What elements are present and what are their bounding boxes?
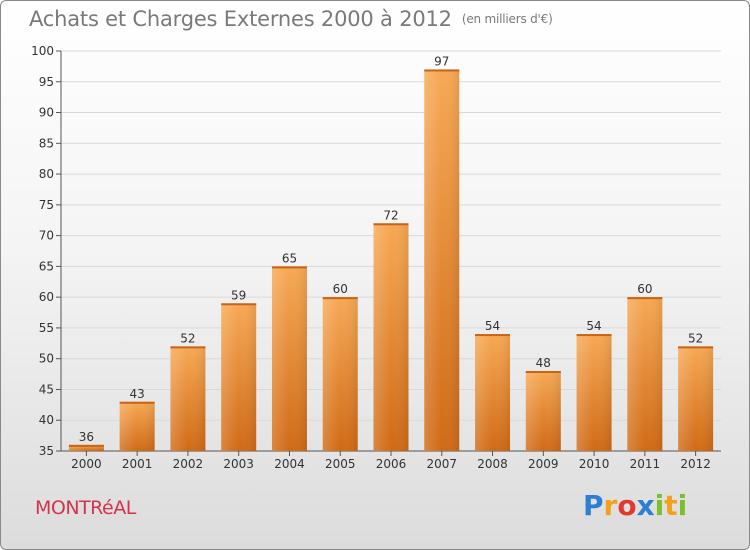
x-tick-label: 2002 (173, 457, 204, 471)
y-tick-label: 50 (39, 352, 54, 366)
y-tick-label: 95 (39, 75, 54, 89)
bar-cap (576, 334, 612, 337)
value-label: 52 (180, 331, 195, 345)
logo-letter: i (654, 489, 665, 522)
logo-letter: i (677, 489, 688, 522)
bar-cap (373, 223, 409, 226)
y-tick-label: 100 (31, 44, 54, 58)
bar-cap (68, 444, 104, 447)
bar-cap (678, 346, 714, 349)
logo-letter: x (636, 489, 655, 522)
bar-cap (271, 266, 307, 269)
logo-letter: t (664, 489, 678, 522)
value-label: 54 (485, 319, 500, 333)
bar-cap (475, 334, 511, 337)
value-label: 65 (282, 251, 297, 265)
bar-shine (576, 334, 612, 451)
value-label: 97 (434, 54, 449, 68)
x-tick-label: 2006 (376, 457, 407, 471)
y-tick-label: 85 (39, 136, 54, 150)
bar-shine (170, 346, 206, 451)
bar-shine (627, 297, 663, 451)
value-label: 43 (130, 387, 145, 401)
bar-layer (68, 69, 714, 451)
x-tick-label: 2012 (680, 457, 711, 471)
x-tick-label: 2009 (528, 457, 559, 471)
value-label: 54 (586, 319, 601, 333)
bar-cap (525, 371, 561, 373)
y-tick-label: 40 (39, 413, 54, 427)
y-tick-label: 45 (39, 382, 54, 396)
y-tick-label: 60 (39, 290, 54, 304)
title-unit: (en milliers d'€) (461, 12, 553, 26)
value-label: 72 (383, 208, 398, 222)
bar-shine (322, 297, 358, 451)
bar-shine (221, 303, 257, 451)
y-tick-label: 65 (39, 259, 54, 273)
value-label: 48 (536, 356, 551, 370)
bar-shine (119, 401, 155, 451)
bar-cap (170, 346, 206, 349)
bar-cap (424, 69, 460, 72)
x-tick-label: 2011 (630, 457, 661, 471)
bar-shine (678, 346, 714, 451)
logo-letter: r (603, 489, 618, 522)
y-tick-label: 75 (39, 198, 54, 212)
bar-shine (424, 69, 460, 451)
x-tick-label: 2004 (274, 457, 305, 471)
logo-letter: o (617, 489, 637, 522)
city-name: MONTRéAL (35, 497, 136, 519)
label-layer: 2000 36 2001 43 2002 52 2003 59 2004 65 2005 60 2006… (71, 54, 711, 471)
value-label: 60 (333, 282, 348, 296)
y-tick-label: 90 (39, 106, 54, 120)
x-tick-label: 2010 (579, 457, 610, 471)
x-tick-label: 2001 (122, 457, 153, 471)
bar-cap (627, 297, 663, 300)
y-tick-label: 70 (39, 229, 54, 243)
y-tick-label: 35 (39, 444, 54, 458)
x-tick-label: 2003 (223, 457, 254, 471)
value-label: 36 (79, 430, 94, 444)
bar-cap (119, 401, 155, 404)
x-tick-label: 2008 (477, 457, 508, 471)
chart-title: Achats et Charges Externes 2000 à 2012 (e… (29, 7, 553, 31)
proxiti-logo: Proxiti (583, 489, 687, 522)
bar-shine (271, 266, 307, 451)
value-label: 59 (231, 288, 246, 302)
value-label: 60 (637, 282, 652, 296)
x-tick-label: 2005 (325, 457, 356, 471)
value-label: 52 (688, 331, 703, 345)
bar-shine (373, 223, 409, 451)
bar-shine (68, 444, 104, 451)
y-tick-label: 80 (39, 167, 54, 181)
y-tick-label: 55 (39, 321, 54, 335)
title-text: Achats et Charges Externes 2000 à 2012 (29, 7, 452, 31)
bar-shine (475, 334, 511, 451)
bar-shine (525, 371, 561, 451)
x-tick-label: 2007 (426, 457, 457, 471)
x-tick-label: 2000 (71, 457, 102, 471)
logo-letter: P (583, 489, 604, 522)
bar-cap (322, 297, 358, 300)
bar-cap (221, 303, 257, 306)
